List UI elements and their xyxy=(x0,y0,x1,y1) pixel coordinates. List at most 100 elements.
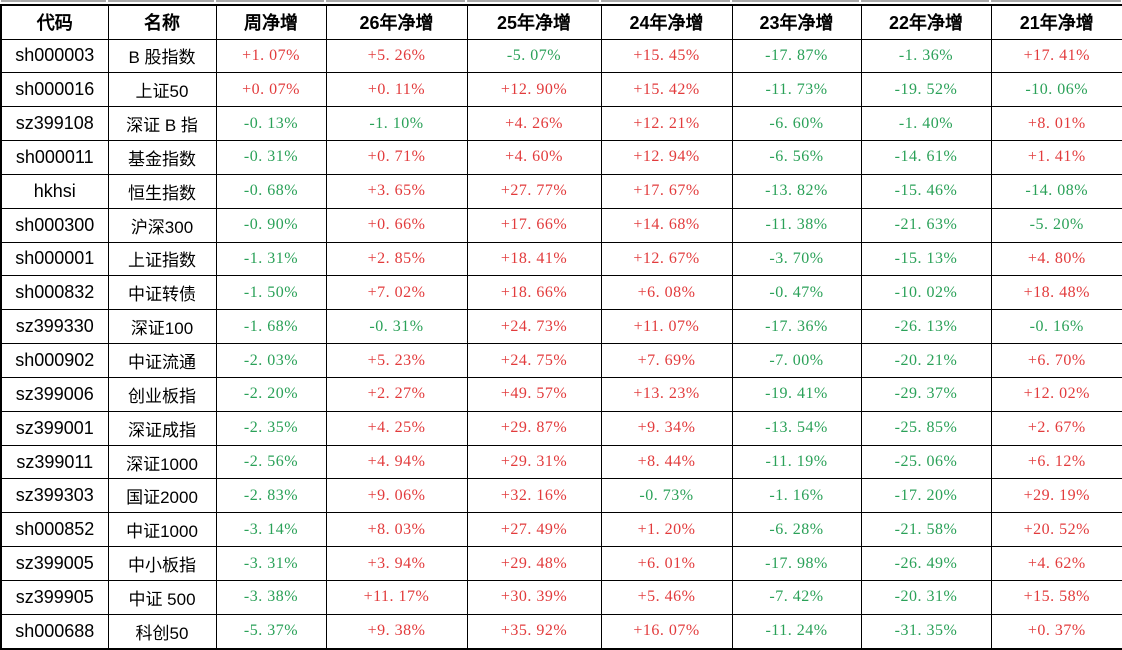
cell-y23[interactable]: -11. 24% xyxy=(731,613,862,650)
cell-week[interactable]: -0. 13% xyxy=(215,106,327,142)
cell-y25[interactable]: +29. 87% xyxy=(466,410,602,446)
cell-y25[interactable]: +27. 49% xyxy=(466,512,602,548)
cell-name[interactable]: 深证成指 xyxy=(107,410,217,446)
cell-week[interactable]: -3. 38% xyxy=(215,580,327,615)
cell-y22[interactable]: -25. 85% xyxy=(860,410,992,446)
cell-code[interactable]: sh000016 xyxy=(0,72,109,108)
cell-name[interactable]: 科创50 xyxy=(107,613,217,650)
cell-week[interactable]: -2. 35% xyxy=(215,410,327,446)
cell-y25[interactable]: +4. 60% xyxy=(466,140,602,175)
cell-y22[interactable]: -29. 37% xyxy=(860,376,992,412)
cell-y24[interactable]: +5. 46% xyxy=(600,580,733,615)
cell-week[interactable]: -0. 31% xyxy=(215,140,327,175)
cell-week[interactable]: -5. 37% xyxy=(215,613,327,650)
cell-code[interactable]: sh000011 xyxy=(0,140,109,175)
cell-code[interactable]: sz399005 xyxy=(0,546,109,581)
cell-y21[interactable]: +20. 52% xyxy=(990,512,1122,548)
cell-y26[interactable]: +3. 94% xyxy=(325,546,468,581)
cell-code[interactable]: sz399011 xyxy=(0,444,109,480)
cell-y25[interactable]: +4. 26% xyxy=(466,106,602,142)
cell-y25[interactable]: +27. 77% xyxy=(466,173,602,209)
cell-y23[interactable]: -3. 70% xyxy=(731,241,862,277)
cell-y23[interactable]: -6. 28% xyxy=(731,512,862,548)
cell-y25[interactable]: +24. 75% xyxy=(466,343,602,378)
cell-y22[interactable]: -19. 52% xyxy=(860,72,992,108)
cell-y22[interactable]: -20. 21% xyxy=(860,343,992,378)
cell-y26[interactable]: +3. 65% xyxy=(325,173,468,209)
cell-name[interactable]: 国证2000 xyxy=(107,478,217,514)
cell-y21[interactable]: +4. 62% xyxy=(990,546,1122,581)
header-y26[interactable]: 26年净增 xyxy=(325,4,468,40)
cell-y26[interactable]: +5. 23% xyxy=(325,343,468,378)
cell-y22[interactable]: -1. 36% xyxy=(860,38,992,74)
cell-y26[interactable]: +0. 11% xyxy=(325,72,468,108)
cell-y24[interactable]: +12. 21% xyxy=(600,106,733,142)
cell-week[interactable]: -1. 50% xyxy=(215,275,327,311)
cell-y26[interactable]: +2. 27% xyxy=(325,376,468,412)
cell-y22[interactable]: -21. 63% xyxy=(860,207,992,243)
cell-y26[interactable]: +2. 85% xyxy=(325,241,468,277)
cell-y26[interactable]: +8. 03% xyxy=(325,512,468,548)
cell-y22[interactable]: -17. 20% xyxy=(860,478,992,514)
cell-y22[interactable]: -26. 49% xyxy=(860,546,992,581)
cell-name[interactable]: 恒生指数 xyxy=(107,173,217,209)
cell-y24[interactable]: +6. 01% xyxy=(600,546,733,581)
cell-name[interactable]: 中证 500 xyxy=(107,580,217,615)
cell-y26[interactable]: +4. 25% xyxy=(325,410,468,446)
header-y24[interactable]: 24年净增 xyxy=(600,4,733,40)
cell-y22[interactable]: -26. 13% xyxy=(860,309,992,345)
cell-y26[interactable]: -0. 31% xyxy=(325,309,468,345)
cell-code[interactable]: sz399006 xyxy=(0,376,109,412)
cell-week[interactable]: -3. 14% xyxy=(215,512,327,548)
cell-y26[interactable]: +0. 66% xyxy=(325,207,468,243)
cell-week[interactable]: -2. 03% xyxy=(215,343,327,378)
cell-name[interactable]: 深证100 xyxy=(107,309,217,345)
cell-y25[interactable]: -5. 07% xyxy=(466,38,602,74)
cell-code[interactable]: sz399001 xyxy=(0,410,109,446)
cell-week[interactable]: -2. 20% xyxy=(215,376,327,412)
cell-week[interactable]: -3. 31% xyxy=(215,546,327,581)
header-y21[interactable]: 21年净增 xyxy=(990,4,1122,40)
cell-y21[interactable]: +18. 48% xyxy=(990,275,1122,311)
cell-y24[interactable]: +6. 08% xyxy=(600,275,733,311)
cell-y25[interactable]: +18. 41% xyxy=(466,241,602,277)
cell-y22[interactable]: -25. 06% xyxy=(860,444,992,480)
cell-y25[interactable]: +18. 66% xyxy=(466,275,602,311)
cell-name[interactable]: 深证 B 指 xyxy=(107,106,217,142)
cell-y26[interactable]: +9. 38% xyxy=(325,613,468,650)
cell-code[interactable]: sh000852 xyxy=(0,512,109,548)
cell-code[interactable]: sh000001 xyxy=(0,241,109,277)
cell-y26[interactable]: +9. 06% xyxy=(325,478,468,514)
cell-y23[interactable]: -19. 41% xyxy=(731,376,862,412)
cell-y23[interactable]: -6. 60% xyxy=(731,106,862,142)
cell-y21[interactable]: +6. 70% xyxy=(990,343,1122,378)
cell-y23[interactable]: -13. 82% xyxy=(731,173,862,209)
cell-name[interactable]: 上证指数 xyxy=(107,241,217,277)
cell-name[interactable]: 中证转债 xyxy=(107,275,217,311)
cell-y24[interactable]: +7. 69% xyxy=(600,343,733,378)
cell-week[interactable]: +0. 07% xyxy=(215,72,327,108)
cell-y24[interactable]: +15. 42% xyxy=(600,72,733,108)
cell-y23[interactable]: -17. 36% xyxy=(731,309,862,345)
cell-name[interactable]: 中小板指 xyxy=(107,546,217,581)
cell-y21[interactable]: +8. 01% xyxy=(990,106,1122,142)
cell-code[interactable]: sh000688 xyxy=(0,613,109,650)
cell-y23[interactable]: -11. 38% xyxy=(731,207,862,243)
cell-week[interactable]: -1. 68% xyxy=(215,309,327,345)
cell-y21[interactable]: +2. 67% xyxy=(990,410,1122,446)
cell-y22[interactable]: -14. 61% xyxy=(860,140,992,175)
cell-y23[interactable]: -17. 87% xyxy=(731,38,862,74)
cell-name[interactable]: 中证流通 xyxy=(107,343,217,378)
cell-name[interactable]: 中证1000 xyxy=(107,512,217,548)
cell-y23[interactable]: -0. 47% xyxy=(731,275,862,311)
cell-y24[interactable]: +9. 34% xyxy=(600,410,733,446)
header-y22[interactable]: 22年净增 xyxy=(860,4,992,40)
cell-y21[interactable]: +29. 19% xyxy=(990,478,1122,514)
cell-week[interactable]: -0. 90% xyxy=(215,207,327,243)
cell-y24[interactable]: +13. 23% xyxy=(600,376,733,412)
cell-y24[interactable]: -0. 73% xyxy=(600,478,733,514)
cell-name[interactable]: 基金指数 xyxy=(107,140,217,175)
cell-y21[interactable]: +0. 37% xyxy=(990,613,1122,650)
cell-y23[interactable]: -17. 98% xyxy=(731,546,862,581)
cell-name[interactable]: 深证1000 xyxy=(107,444,217,480)
